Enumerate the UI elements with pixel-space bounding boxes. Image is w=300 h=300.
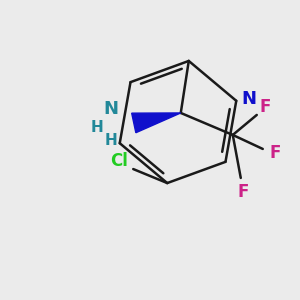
Text: N: N <box>242 90 257 108</box>
Text: N: N <box>103 100 118 118</box>
Text: H: H <box>104 134 117 148</box>
Text: H: H <box>90 120 103 135</box>
Text: F: F <box>269 144 281 162</box>
Text: Cl: Cl <box>110 152 128 170</box>
Text: F: F <box>237 183 248 201</box>
Polygon shape <box>132 113 181 133</box>
Text: F: F <box>259 98 271 116</box>
